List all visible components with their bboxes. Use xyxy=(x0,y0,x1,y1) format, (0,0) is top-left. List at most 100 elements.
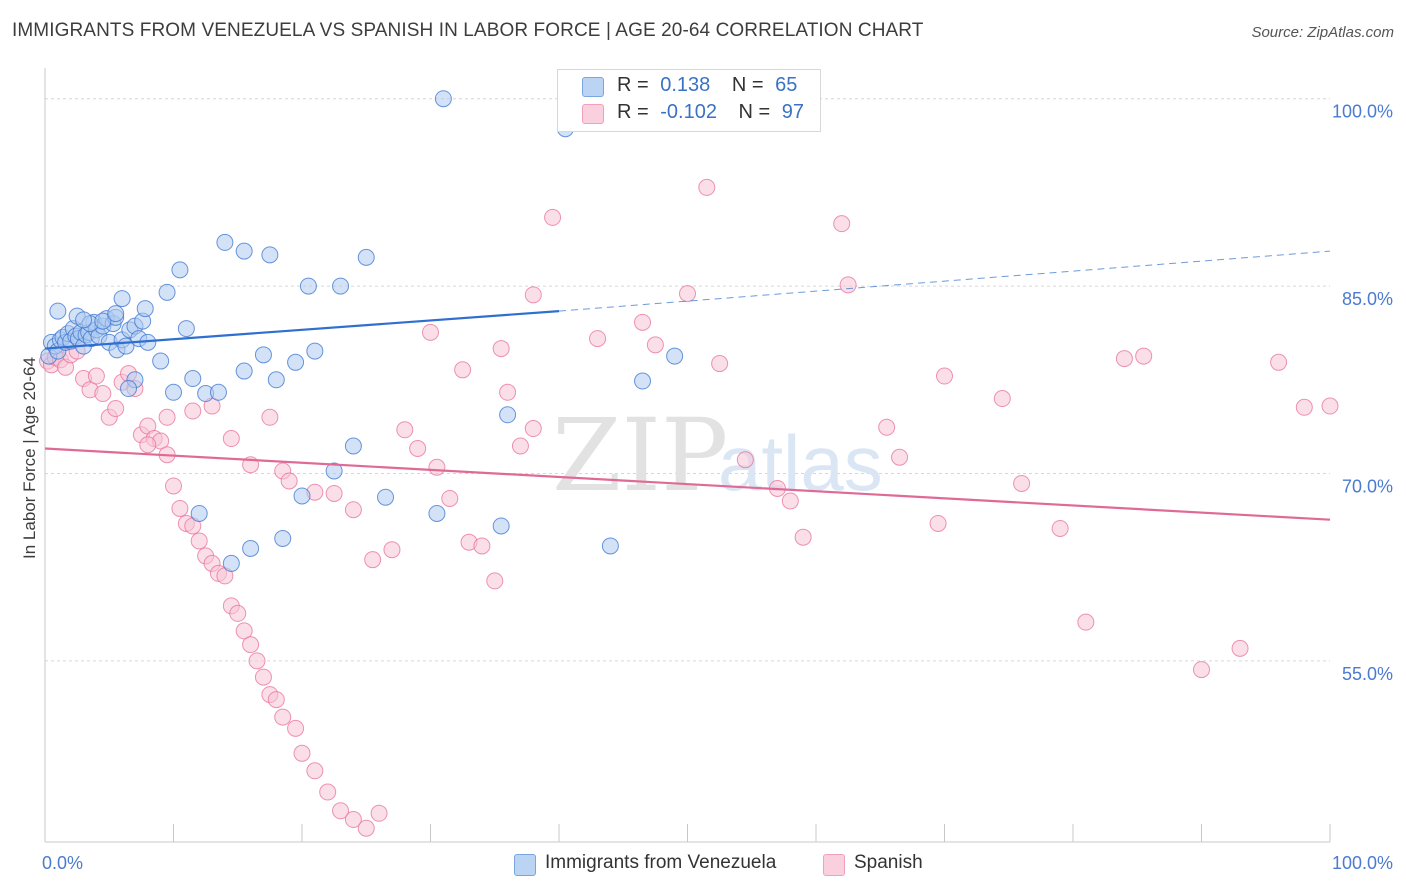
legend-swatch-blue xyxy=(514,854,536,876)
data-point-spanish xyxy=(839,276,857,294)
data-point-spanish xyxy=(1295,398,1313,416)
watermark-zip: ZIP xyxy=(552,397,728,514)
data-point-venezuela xyxy=(634,372,652,390)
data-point-spanish xyxy=(511,437,529,455)
data-point-spanish xyxy=(287,719,305,737)
data-point-spanish xyxy=(261,408,279,426)
data-point-spanish xyxy=(781,492,799,510)
data-point-venezuela xyxy=(434,90,452,108)
data-point-venezuela xyxy=(332,277,350,295)
data-point-spanish xyxy=(319,783,337,801)
data-point-venezuela xyxy=(152,352,170,370)
data-point-spanish xyxy=(325,484,343,502)
data-point-spanish xyxy=(383,541,401,559)
data-point-spanish xyxy=(929,514,947,532)
data-point-venezuela xyxy=(184,370,202,388)
data-point-spanish xyxy=(993,390,1011,408)
data-point-spanish xyxy=(409,440,427,458)
data-point-spanish xyxy=(646,336,664,354)
data-point-venezuela xyxy=(499,406,517,424)
data-point-spanish xyxy=(248,652,266,670)
data-point-spanish xyxy=(833,215,851,233)
data-point-spanish xyxy=(190,532,208,550)
data-point-venezuela xyxy=(428,504,446,522)
data-point-spanish xyxy=(158,408,176,426)
data-point-spanish xyxy=(634,313,652,331)
data-point-venezuela xyxy=(113,290,131,308)
legend-swatch-pink xyxy=(823,854,845,876)
data-point-venezuela xyxy=(287,353,305,371)
data-point-spanish xyxy=(492,340,510,358)
y-axis-label: In Labor Force | Age 20-64 xyxy=(20,357,39,559)
trend-line-spanish xyxy=(44,447,1331,521)
data-point-spanish xyxy=(794,528,812,546)
data-point-spanish xyxy=(878,418,896,436)
legend-n-label: N = xyxy=(738,101,771,123)
chart-source: Source: ZipAtlas.com xyxy=(1251,24,1394,41)
data-point-venezuela xyxy=(216,233,234,251)
data-point-spanish xyxy=(184,402,202,420)
legend-r-label: R = xyxy=(617,74,649,96)
data-point-venezuela xyxy=(94,312,112,330)
legend-n-value: 65 xyxy=(775,74,798,96)
data-point-venezuela xyxy=(75,311,93,329)
data-point-venezuela xyxy=(235,362,253,380)
data-point-spanish xyxy=(242,636,260,654)
legend-n-value: 97 xyxy=(781,101,805,123)
data-point-spanish xyxy=(1231,639,1249,657)
data-point-spanish xyxy=(344,501,362,519)
data-point-spanish xyxy=(1051,519,1069,537)
data-point-venezuela xyxy=(666,347,684,365)
data-point-venezuela xyxy=(601,537,619,555)
data-point-spanish xyxy=(293,744,311,762)
data-point-spanish xyxy=(364,551,382,569)
y-tick-label: 70.0% xyxy=(1342,476,1393,496)
data-point-venezuela xyxy=(171,261,189,279)
data-point-venezuela xyxy=(120,380,138,398)
data-point-venezuela xyxy=(242,539,260,557)
legend-swatch-blue xyxy=(582,77,604,97)
data-point-spanish xyxy=(1193,661,1210,679)
data-point-venezuela xyxy=(209,383,227,401)
data-point-spanish xyxy=(1270,353,1288,371)
data-point-venezuela xyxy=(274,529,292,547)
correlation-legend: R = 0.138 N = 65 R = -0.102 N = 97 xyxy=(557,69,821,132)
data-point-spanish xyxy=(936,367,953,385)
x-tick-labels: 0.0% 100.0% xyxy=(42,853,1393,873)
chart-title: IMMIGRANTS FROM VENEZUELA VS SPANISH IN … xyxy=(12,20,924,41)
data-point-spanish xyxy=(428,458,446,476)
data-point-spanish xyxy=(711,355,729,373)
data-point-spanish xyxy=(589,330,607,348)
legend-r-value: 0.138 xyxy=(660,74,711,96)
data-point-spanish xyxy=(357,819,375,837)
y-tick-label: 55.0% xyxy=(1342,664,1393,684)
data-point-spanish xyxy=(499,383,517,401)
data-point-spanish xyxy=(524,420,542,438)
data-point-spanish xyxy=(254,668,272,686)
data-point-spanish xyxy=(344,811,362,829)
data-point-spanish xyxy=(139,436,157,454)
data-point-spanish xyxy=(1321,397,1339,415)
data-point-venezuela xyxy=(177,320,195,338)
data-point-venezuela xyxy=(306,342,324,360)
data-point-spanish xyxy=(422,323,439,341)
data-point-spanish xyxy=(486,572,504,590)
data-point-spanish xyxy=(274,708,292,726)
data-point-spanish xyxy=(267,691,285,709)
legend-r-label: R = xyxy=(617,101,649,123)
data-point-venezuela xyxy=(190,504,208,522)
data-point-spanish xyxy=(473,537,491,555)
data-point-spanish xyxy=(1013,474,1031,492)
data-point-spanish xyxy=(332,802,350,820)
data-point-spanish xyxy=(87,367,105,385)
data-point-venezuela xyxy=(293,487,311,505)
data-point-spanish xyxy=(171,499,189,517)
trend-lines xyxy=(44,250,1331,521)
trend-line-venezuela-extension xyxy=(558,250,1331,312)
y-tick-label: 100.0% xyxy=(1332,102,1393,122)
legend-label-spanish: Spanish xyxy=(854,852,923,873)
data-point-spanish xyxy=(441,489,459,507)
data-point-venezuela xyxy=(222,554,240,572)
data-point-spanish xyxy=(306,762,324,780)
